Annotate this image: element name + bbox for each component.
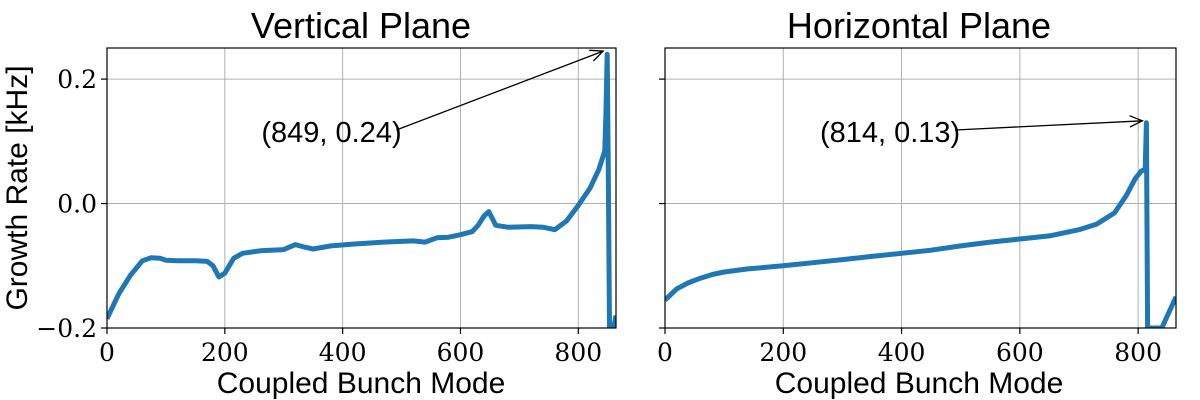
y-ticks: −0.2 0.0 0.2 xyxy=(36,65,107,343)
annotation-arrow xyxy=(954,120,1143,131)
grid-lines xyxy=(664,48,1176,329)
x-tick-label: 200 xyxy=(201,338,249,367)
plot-frame xyxy=(106,47,617,329)
x-tick-label: 800 xyxy=(554,338,602,367)
growth-rate-line xyxy=(107,51,616,328)
annotation-label: (849, 0.24) xyxy=(261,117,401,149)
y-tick-label: 0.2 xyxy=(57,65,97,94)
x-ticks: 0 200 400 600 800 xyxy=(657,328,1162,367)
x-tick-label: 0 xyxy=(99,338,115,367)
annotation-arrowhead xyxy=(1129,115,1144,128)
y-tick-label: −0.2 xyxy=(36,314,97,343)
x-tick-label: 400 xyxy=(319,338,367,367)
annotation-arrowhead xyxy=(589,49,605,62)
x-tick-label: 200 xyxy=(759,338,807,367)
annotation: (849, 0.24) xyxy=(261,49,605,149)
data-series xyxy=(665,120,1176,328)
annotation: (814, 0.13) xyxy=(820,115,1144,149)
x-axis-label: Coupled Bunch Mode xyxy=(217,367,506,400)
chart-title: Horizontal Plane xyxy=(787,5,1051,46)
annotation-arrow xyxy=(396,50,604,131)
data-series xyxy=(107,51,616,328)
x-tick-label: 800 xyxy=(1114,338,1162,367)
y-tick-label: 0.0 xyxy=(57,190,97,219)
chart-title: Vertical Plane xyxy=(251,5,471,46)
growth-rate-line xyxy=(665,120,1176,328)
x-ticks: 0 200 400 600 800 xyxy=(99,328,602,367)
grid-lines xyxy=(106,48,616,329)
panel-vertical-plane: Vertical Plane 0 200 400 600 800 −0.20.00.2 … xyxy=(1,5,617,400)
y-ticks xyxy=(659,78,665,329)
x-tick-label: 0 xyxy=(657,338,673,367)
y-axis-label: Growth Rate [kHz] xyxy=(1,65,34,310)
x-tick-label: 600 xyxy=(996,338,1044,367)
x-tick-label: 400 xyxy=(878,338,926,367)
x-tick-label: 600 xyxy=(437,338,485,367)
annotation-label: (814, 0.13) xyxy=(820,117,960,149)
panel-horizontal-plane: Horizontal Plane 0 200 400 600 800 Coupled B… xyxy=(657,5,1177,400)
plot-frame xyxy=(664,47,1177,329)
x-axis-label: Coupled Bunch Mode xyxy=(775,367,1064,400)
